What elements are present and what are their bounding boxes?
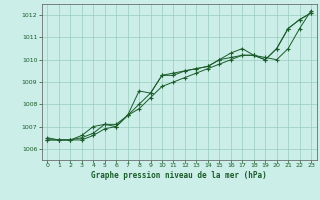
X-axis label: Graphe pression niveau de la mer (hPa): Graphe pression niveau de la mer (hPa) bbox=[91, 171, 267, 180]
